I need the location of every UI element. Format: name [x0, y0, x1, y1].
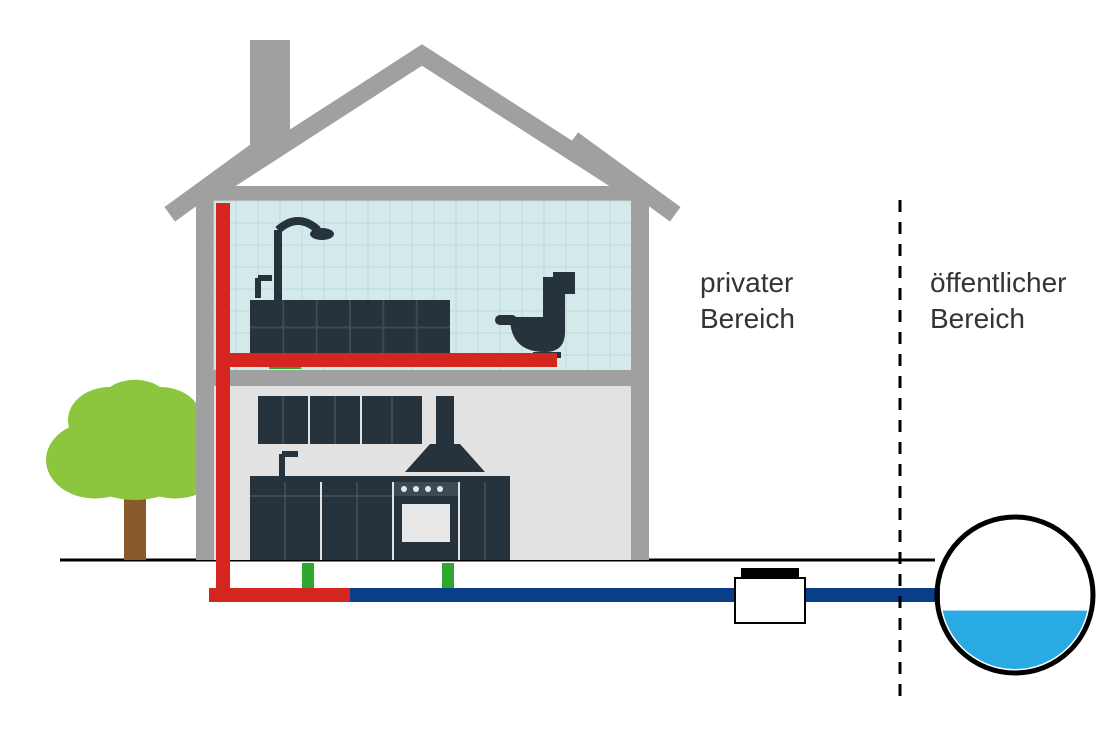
label-public-area: öffentlicher Bereich: [930, 265, 1066, 338]
floor-slab: [214, 370, 631, 386]
manhole-lid: [741, 568, 799, 578]
diagram-svg: [0, 0, 1112, 746]
inspection-chamber: [735, 578, 805, 623]
diagram-stage: privater Bereich öffentlicher Bereich: [0, 0, 1112, 746]
label-private-area: privater Bereich: [700, 265, 795, 338]
label-private-line2: Bereich: [700, 303, 795, 334]
label-public-line2: Bereich: [930, 303, 1025, 334]
label-public-line1: öffentlicher: [930, 267, 1066, 298]
label-private-line1: privater: [700, 267, 793, 298]
sewer-water: [937, 611, 1093, 746]
